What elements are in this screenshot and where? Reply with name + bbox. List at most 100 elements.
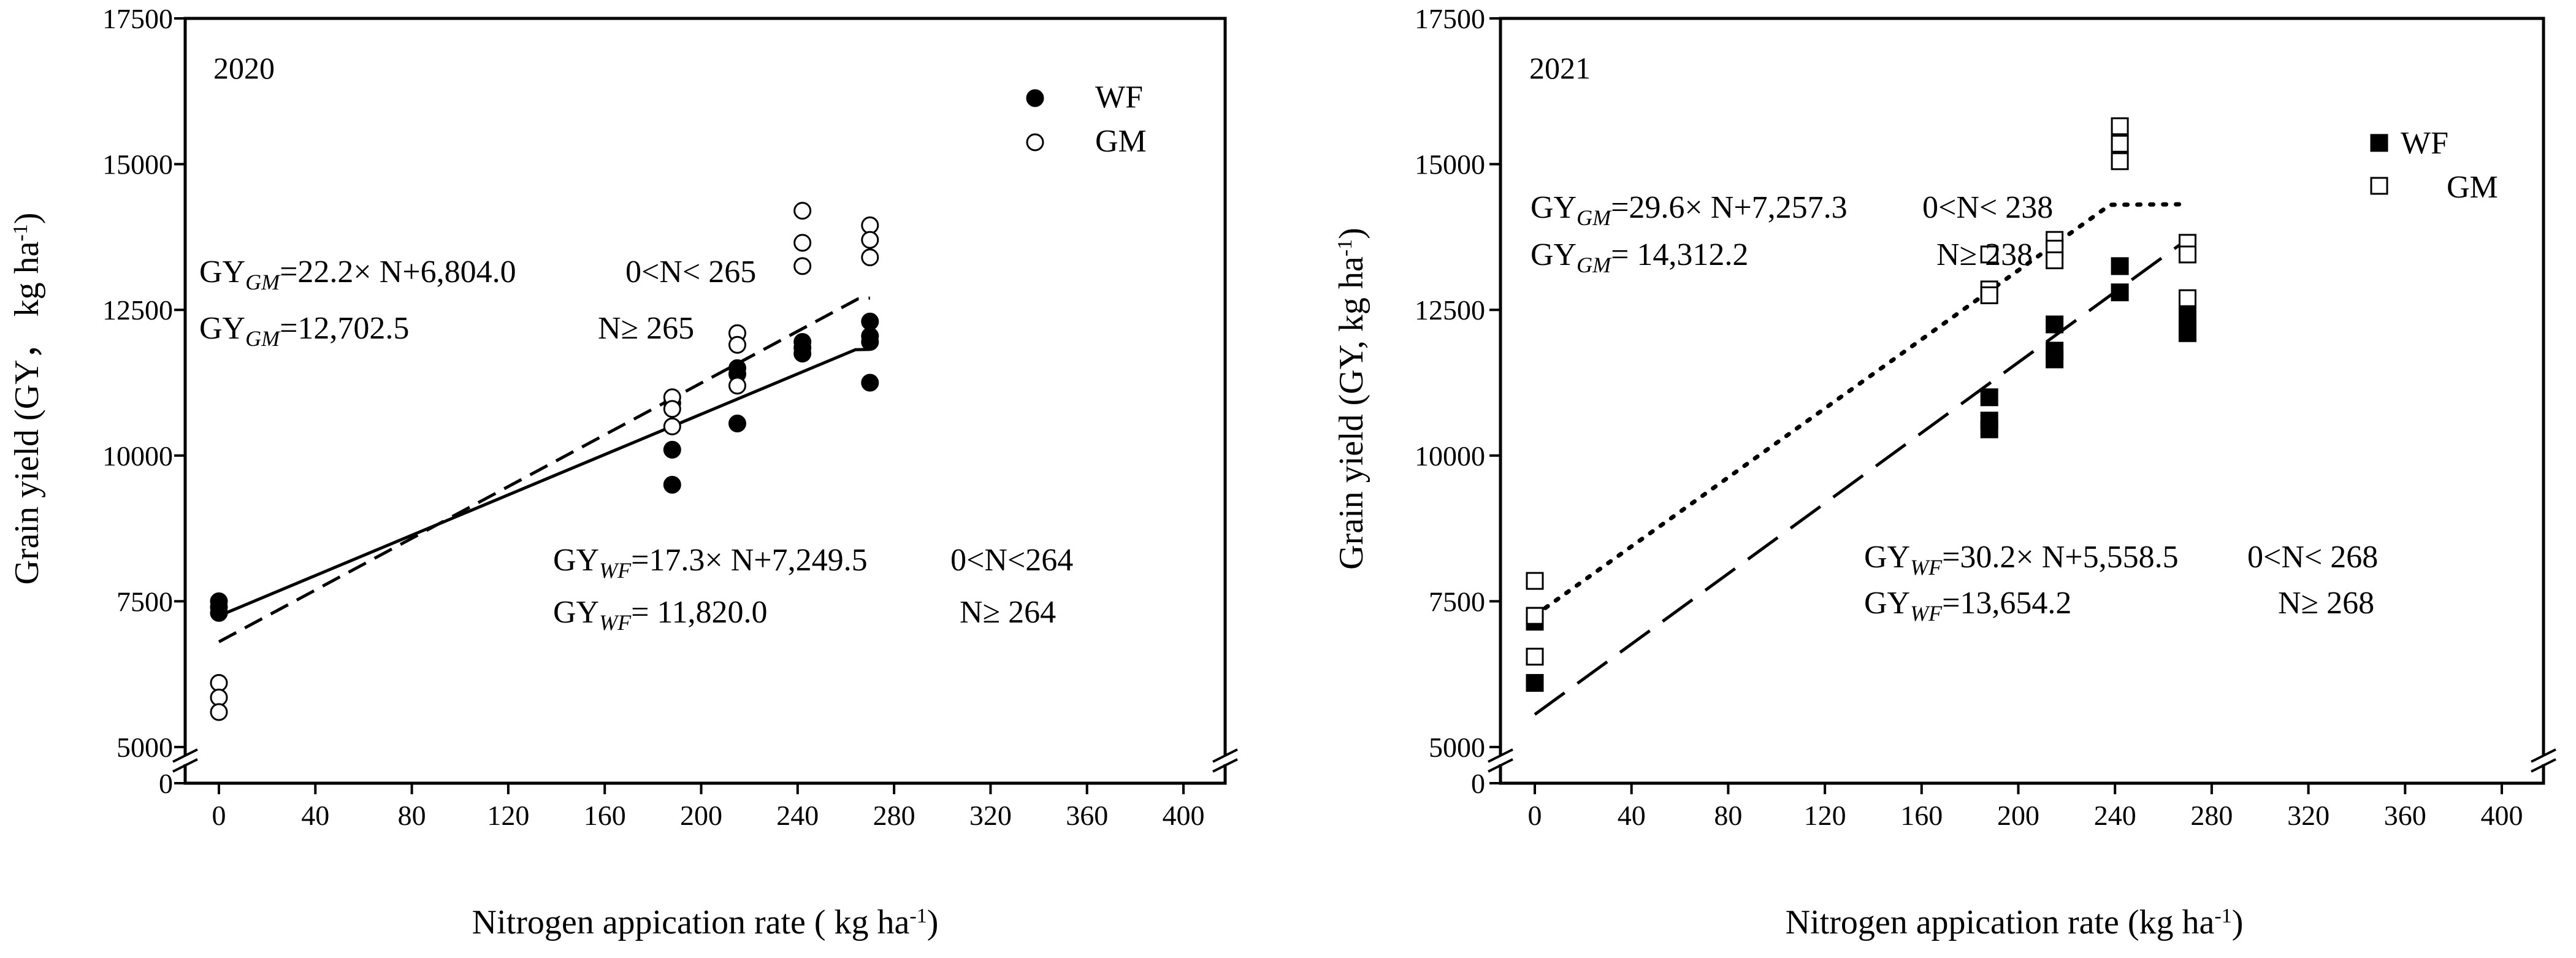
data-point-wf — [2111, 283, 2129, 302]
data-point-gm — [861, 248, 879, 267]
equation-wf-1: GYWF=30.2× N+5,558.5 0<N< 268 — [1864, 540, 2378, 580]
data-point-gm — [2178, 289, 2196, 307]
x-tick-label: 360 — [2384, 800, 2426, 831]
equation-gm-2: GYGM= 14,312.2 N≥ 238 — [1531, 237, 2033, 277]
y-axis-title: Grain yield (GY, kg ha-1) — [1332, 228, 1370, 570]
data-point-wf — [793, 344, 812, 362]
equation-gm-2: GYGM=12,702.5 N≥ 265 — [199, 311, 694, 351]
legend-label-gm: GM — [2447, 170, 2498, 205]
equation-wf-2: GYWF= 11,820.0 N≥ 264 — [553, 595, 1056, 635]
legend-label-wf: WF — [1095, 80, 1143, 115]
x-tick-label: 0 — [212, 800, 226, 831]
data-point-gm — [210, 688, 228, 707]
legend-marker-wf — [2370, 134, 2388, 152]
data-point-wf — [2111, 257, 2129, 275]
data-point-wf — [861, 312, 879, 331]
x-tick-label: 120 — [1804, 800, 1846, 831]
panel-label: 2021 — [1529, 51, 1591, 85]
data-point-wf — [1526, 673, 1544, 692]
panel-label: 2020 — [213, 51, 275, 85]
axis-break-mark — [2531, 748, 2556, 763]
data-point-gm — [663, 400, 681, 418]
data-point-gm — [2046, 251, 2064, 269]
x-axis-title: Nitrogen appication rate ( kg ha-1) — [472, 903, 939, 941]
data-point-wf — [210, 604, 228, 622]
data-point-gm — [663, 417, 681, 435]
fit-line-gm — [1532, 202, 2190, 618]
y-tick-label: 10000 — [102, 440, 173, 472]
equation-wf-1: GYWF=17.3× N+7,249.5 0<N<264 — [553, 543, 1073, 583]
x-tick-label: 160 — [1900, 800, 1943, 831]
x-tick-label: 360 — [1066, 800, 1108, 831]
data-point-gm — [728, 377, 746, 395]
legend: WF GM — [1026, 80, 1147, 159]
x-tick-label: 280 — [873, 800, 915, 831]
x-tick-label: 80 — [1714, 800, 1742, 831]
panel-2021: 0 40 80 120 160 200 240 280 320 360 400 5000 7500 100… — [1332, 3, 2556, 941]
legend-label-wf: WF — [2401, 126, 2448, 161]
data-point-gm — [2111, 117, 2129, 136]
y-tick-label: 10000 — [1415, 440, 1485, 472]
equation-gm-1: GYGM=29.6× N+7,257.3 0<N< 238 — [1531, 190, 2053, 230]
fit-line-wf — [1534, 241, 2188, 716]
data-point-wf — [861, 332, 879, 351]
plot-frame — [183, 17, 1227, 785]
y-tick-label: 17500 — [102, 3, 173, 34]
data-point-gm — [728, 335, 746, 354]
x-tick-label: 40 — [301, 800, 329, 831]
data-point-gm — [2111, 152, 2129, 171]
data-point-wf — [663, 475, 681, 494]
y-tick-label: 7500 — [117, 586, 173, 617]
data-point-wf — [2046, 350, 2064, 369]
data-point-gm — [2178, 245, 2196, 264]
x-tick-label: 320 — [969, 800, 1012, 831]
fit-line-gm — [218, 296, 870, 643]
y-tick-label: 12500 — [102, 294, 173, 326]
axis-break-mark — [172, 748, 198, 763]
legend-marker-gm — [1026, 133, 1044, 151]
axis-break-mark — [1212, 748, 1238, 763]
axis-break-mark — [1488, 758, 1513, 773]
y-tick-label: 17500 — [1415, 3, 1485, 34]
x-tick-label: 40 — [1618, 800, 1646, 831]
data-point-wf — [663, 440, 681, 459]
y-tick-label: 5000 — [1429, 732, 1485, 763]
data-point-gm — [793, 257, 812, 275]
data-point-gm — [210, 703, 228, 721]
data-point-wf — [1980, 420, 1998, 439]
data-point-gm — [210, 673, 228, 692]
x-tick-label: 120 — [487, 800, 529, 831]
y-tick-label: 12500 — [1415, 294, 1485, 326]
x-tick-label: 160 — [584, 800, 626, 831]
data-point-wf — [1980, 388, 1998, 407]
x-tick-label: 400 — [1163, 800, 1205, 831]
data-point-gm — [861, 231, 879, 249]
y-tick-label: 5000 — [117, 732, 173, 763]
equation-gm-1: GYGM=22.2× N+6,804.0 0<N< 265 — [199, 255, 756, 294]
equation-wf-2: GYWF=13,654.2 N≥ 268 — [1864, 586, 2374, 626]
data-point-wf — [2046, 315, 2064, 334]
y-tick-label: 0 — [159, 768, 173, 799]
axis-break-mark — [1488, 748, 1513, 763]
legend: WF GM — [2370, 126, 2498, 205]
data-point-gm — [1526, 648, 1544, 666]
legend-marker-wf — [1026, 89, 1044, 107]
y-axis-title: Grain yield (GY， kg ha-1) — [8, 213, 46, 585]
data-point-gm — [1980, 245, 1998, 264]
data-point-gm — [1526, 572, 1544, 590]
y-tick-label: 15000 — [1415, 149, 1485, 180]
data-point-wf — [728, 415, 746, 433]
data-point-wf — [2178, 324, 2196, 342]
data-point-gm — [1980, 286, 1998, 304]
data-point-gm — [2111, 134, 2129, 153]
axis-break-mark — [1212, 758, 1238, 773]
x-tick-label: 280 — [2190, 800, 2233, 831]
axis-break-mark — [172, 758, 198, 773]
legend-label-gm: GM — [1095, 124, 1147, 159]
data-point-wf — [861, 374, 879, 392]
y-tick-label: 7500 — [1429, 586, 1485, 617]
x-tick-label: 0 — [1528, 800, 1542, 831]
x-tick-label: 240 — [2094, 800, 2136, 831]
data-point-gm — [793, 234, 812, 252]
